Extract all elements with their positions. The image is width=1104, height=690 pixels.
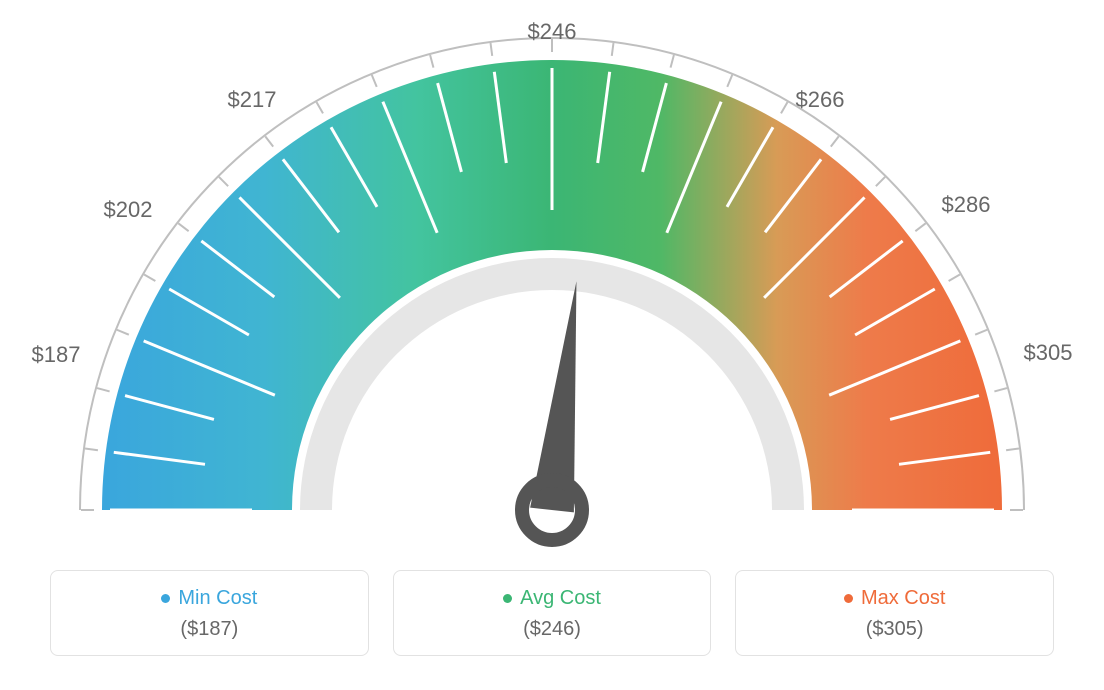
legend-dot-min bbox=[161, 594, 170, 603]
legend-label-row: Min Cost bbox=[69, 587, 350, 610]
legend-card-max: Max Cost ($305) bbox=[735, 570, 1054, 656]
legend-label-row: Max Cost bbox=[754, 587, 1035, 610]
legend-dot-max bbox=[844, 594, 853, 603]
legend-value-min: ($187) bbox=[69, 618, 350, 641]
gauge-tick-label: $246 bbox=[528, 19, 577, 45]
legend-card-min: Min Cost ($187) bbox=[50, 570, 369, 656]
legend-label-min: Min Cost bbox=[178, 587, 257, 610]
legend-value-avg: ($246) bbox=[412, 618, 693, 641]
legend-dot-avg bbox=[503, 594, 512, 603]
legend-value-max: ($305) bbox=[754, 618, 1035, 641]
legend-label-row: Avg Cost bbox=[412, 587, 693, 610]
legend-label-max: Max Cost bbox=[861, 587, 945, 610]
gauge-chart: $187 $202 $217 $246 $266 $286 $305 bbox=[0, 0, 1104, 556]
gauge-tick-label: $202 bbox=[104, 197, 153, 223]
gauge-tick-label: $286 bbox=[942, 192, 991, 218]
legend-row: Min Cost ($187) Avg Cost ($246) Max Cost… bbox=[50, 570, 1054, 656]
gauge-tick-label: $305 bbox=[1024, 340, 1073, 366]
legend-card-avg: Avg Cost ($246) bbox=[393, 570, 712, 656]
gauge-svg bbox=[0, 0, 1104, 556]
gauge-tick-label: $187 bbox=[32, 342, 81, 368]
legend-label-avg: Avg Cost bbox=[520, 587, 601, 610]
gauge-tick-label: $266 bbox=[796, 87, 845, 113]
gauge-tick-label: $217 bbox=[228, 87, 277, 113]
